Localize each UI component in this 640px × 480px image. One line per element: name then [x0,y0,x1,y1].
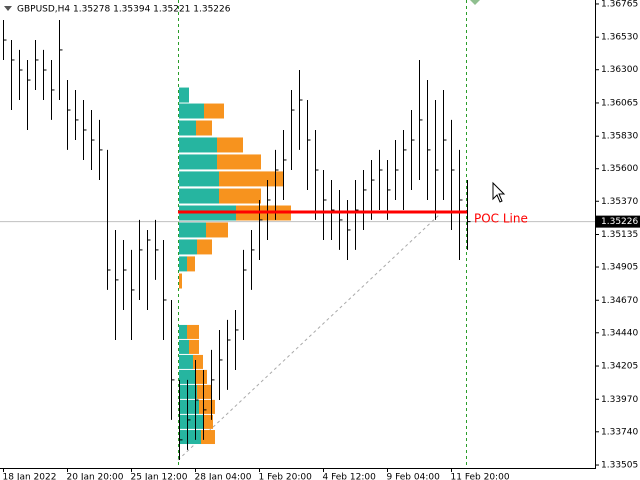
profile-sell-bar [217,137,243,153]
x-tick-label: 1 Feb 20:00 [259,473,313,480]
profile-buy-bar [179,137,217,153]
y-tick-label: 1.34670 [601,296,638,306]
y-tick-label: 1.34905 [601,263,638,273]
profile-buy-bar [179,171,219,187]
y-tick-label: 1.35135 [601,230,638,240]
current-price-label: 1.35226 [601,217,638,227]
profile-sell-bar [219,188,261,204]
mouse-cursor [492,181,506,203]
y-tick-label: 1.34440 [601,328,638,338]
y-tick-label: 1.35830 [601,132,638,142]
y-tick-label: 1.33740 [601,427,638,437]
y-tick-label: 1.36300 [601,65,638,75]
profile-sell-bar [204,103,224,119]
symbol-menu-icon[interactable] [4,6,12,11]
y-tick-label: 1.36530 [601,33,638,43]
poc-label: POC Line [474,212,528,226]
y-tick-label: 1.36065 [601,98,638,108]
profile-buy-bar [179,120,196,136]
chart-title: GBPUSD,H4 1.35278 1.35394 1.35221 1.3522… [17,5,231,15]
y-tick-label: 1.35600 [601,164,638,174]
profile-sell-bar [199,399,215,414]
profile-buy-bar [179,154,217,170]
profile-sell-bar [201,430,215,445]
profile-buy-bar [179,430,201,445]
profile-buy-bar [179,239,197,255]
y-tick-label: 1.36765 [601,0,638,9]
x-tick-label: 11 Feb 20:00 [451,473,510,480]
profile-buy-bar [179,399,199,414]
x-tick-label: 20 Jan 20:00 [67,473,124,480]
profile-buy-bar [179,256,187,272]
profile-buy-bar [179,324,187,339]
profile-buy-bar [179,339,189,354]
profile-buy-bar [179,222,206,238]
x-tick-label: 9 Feb 04:00 [387,473,441,480]
profile-sell-bar [219,171,284,187]
y-tick-label: 1.34205 [601,362,638,372]
y-tick-label: 1.35370 [601,197,638,207]
x-tick-label: 25 Jan 12:00 [131,473,188,480]
profile-buy-bar [179,103,204,119]
profile-sell-bar [195,369,207,384]
profile-sell-bar [179,273,182,289]
profile-sell-bar [189,339,199,354]
profile-buy-bar [179,414,203,429]
profile-buy-bar [179,87,189,103]
profile-sell-bar [187,324,199,339]
x-tick-label: 4 Feb 12:00 [323,473,377,480]
profile-sell-bar [217,154,261,170]
y-tick-label: 1.33970 [601,395,638,405]
profile-sell-bar [206,222,228,238]
profile-buy-bar [179,354,193,369]
profile-sell-bar [197,239,212,255]
profile-buy-bar [179,369,195,384]
profile-sell-bar [187,256,195,272]
profile-sell-bar [193,354,203,369]
x-tick-label: 18 Jan 2022 [3,473,57,480]
current-price-box [596,215,640,228]
range-marker [470,0,480,5]
profile-sell-bar [203,414,213,429]
profile-buy-bar [179,188,219,204]
profile-sell-bar [196,120,212,136]
y-tick-label: 1.33505 [601,461,638,471]
x-tick-label: 28 Jan 04:00 [195,473,252,480]
